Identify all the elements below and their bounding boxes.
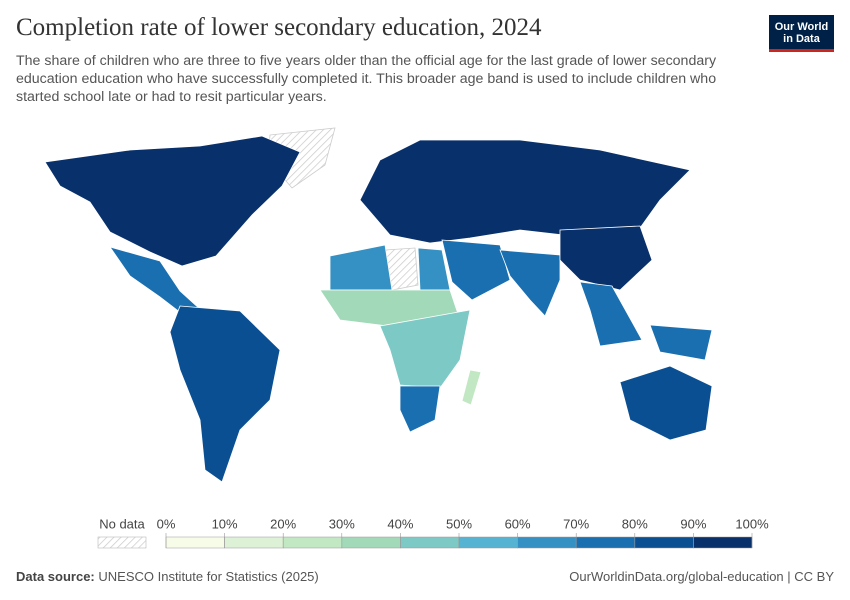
legend-tick-label: 40% bbox=[387, 516, 413, 531]
region[interactable] bbox=[579, 281, 713, 361]
logo-line: Our World bbox=[774, 21, 829, 33]
region[interactable] bbox=[359, 139, 691, 244]
region[interactable] bbox=[619, 365, 713, 441]
subtitle: The share of children who are three to f… bbox=[16, 53, 717, 105]
legend-tick-label: 50% bbox=[446, 516, 472, 531]
legend-bin bbox=[165, 536, 225, 549]
region[interactable] bbox=[441, 239, 511, 301]
logo[interactable]: Our World in Data bbox=[769, 15, 834, 52]
legend-no-data-swatch[interactable] bbox=[97, 536, 147, 549]
legend-tick-label: 30% bbox=[329, 516, 355, 531]
legend-tick-label: 60% bbox=[505, 516, 531, 531]
region[interactable] bbox=[44, 135, 301, 267]
legend-bin bbox=[458, 536, 518, 549]
legend-tick-label: 10% bbox=[212, 516, 238, 531]
region[interactable] bbox=[559, 225, 653, 291]
logo-line: in Data bbox=[783, 33, 820, 45]
legend-bin bbox=[400, 536, 460, 549]
legend-bin bbox=[224, 536, 284, 549]
source-label: Data source: bbox=[16, 569, 95, 584]
legend-tick-label: 70% bbox=[563, 516, 589, 531]
legend-bin bbox=[575, 536, 636, 549]
legend-bin bbox=[517, 536, 577, 549]
region[interactable] bbox=[169, 305, 281, 483]
region[interactable] bbox=[461, 369, 482, 406]
region[interactable] bbox=[399, 385, 441, 433]
region[interactable] bbox=[499, 249, 561, 317]
legend-bin bbox=[282, 536, 343, 549]
legend-bin bbox=[341, 536, 401, 549]
url[interactable]: OurWorldinData.org/global-education | CC… bbox=[569, 569, 834, 584]
legend-bin bbox=[693, 536, 753, 549]
legend-tick-label: 80% bbox=[622, 516, 648, 531]
legend-tick-label: 20% bbox=[270, 516, 296, 531]
legend-tick-label: 0% bbox=[157, 516, 176, 531]
source: Data source: UNESCO Institute for Statis… bbox=[16, 569, 319, 584]
legend: No data 0% 10% 20% 30% 40% 50% 60% 70% 80% 90% 100… bbox=[97, 516, 769, 549]
legend-tick-label: 100% bbox=[735, 516, 769, 531]
title: Completion rate of lower secondary educa… bbox=[16, 14, 542, 41]
source-text: UNESCO Institute for Statistics (2025) bbox=[98, 569, 319, 584]
countries bbox=[44, 127, 713, 483]
legend-tick-label: 90% bbox=[680, 516, 706, 531]
legend-bin bbox=[634, 536, 694, 549]
legend-no-data-label: No data bbox=[99, 516, 145, 531]
